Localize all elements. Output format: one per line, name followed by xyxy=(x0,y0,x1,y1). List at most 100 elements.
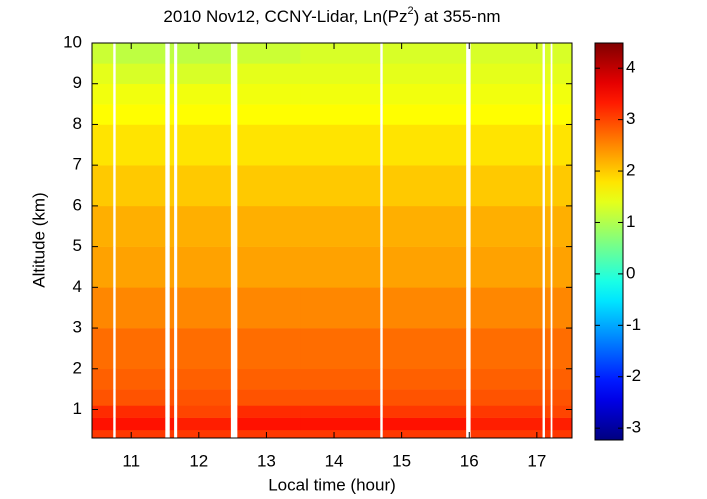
heatmap-cell xyxy=(177,417,231,431)
heatmap-cell xyxy=(169,287,175,329)
title-superscript: 2 xyxy=(408,5,414,17)
heatmap-cell xyxy=(115,368,166,390)
heatmap-cell xyxy=(544,124,551,166)
heatmap-cell xyxy=(237,165,301,207)
heatmap-cell xyxy=(382,63,467,85)
heatmap-cell xyxy=(552,389,573,406)
heatmap-cell xyxy=(552,417,573,431)
heatmap-cell xyxy=(237,63,301,85)
heatmap-cell xyxy=(470,124,543,166)
heatmap-cell xyxy=(300,429,381,439)
chart-title: 2010 Nov12, CCNY-Lidar, Ln(Pz2) at 355-n… xyxy=(163,5,500,27)
heatmap-cell xyxy=(115,287,166,329)
colorbar-tick-label: 3 xyxy=(626,109,635,128)
y-tick-label: 1 xyxy=(73,399,82,418)
heatmap-cell xyxy=(552,328,573,370)
heatmap-cell xyxy=(470,104,543,125)
heatmap-cell xyxy=(382,205,467,247)
heatmap-cell xyxy=(552,124,573,166)
heatmap-cell xyxy=(237,83,301,105)
heatmap-cell xyxy=(177,389,231,406)
heatmap-cell xyxy=(177,205,231,247)
y-tick-label: 3 xyxy=(73,318,82,337)
x-axis-label: Local time (hour) xyxy=(268,475,396,494)
heatmap-cell xyxy=(177,83,231,105)
y-tick-label: 10 xyxy=(63,32,82,51)
heatmap-cell xyxy=(300,165,381,207)
heatmap-cell xyxy=(177,328,231,370)
x-tick-label: 17 xyxy=(527,451,546,470)
heatmap-cell xyxy=(92,205,114,247)
heatmap-cell xyxy=(382,104,467,125)
heatmap-cell xyxy=(544,417,551,431)
heatmap-cell xyxy=(470,368,543,390)
heatmap-cell xyxy=(470,83,543,105)
heatmap-cell xyxy=(237,124,301,166)
heatmap-cell xyxy=(300,368,381,390)
heatmap-cell xyxy=(300,389,381,406)
heatmap-cell xyxy=(382,246,467,288)
heatmap-cell xyxy=(552,246,573,288)
heatmap-cell xyxy=(169,389,175,406)
heatmap-cell xyxy=(382,405,467,418)
y-tick-label: 7 xyxy=(73,155,82,174)
x-tick-label: 16 xyxy=(460,451,479,470)
heatmap-cell xyxy=(552,287,573,329)
heatmap-cell xyxy=(470,287,543,329)
heatmap-cell xyxy=(115,417,166,431)
heatmap-cell xyxy=(169,368,175,390)
heatmap-cell xyxy=(544,63,551,85)
heatmap-cell xyxy=(544,405,551,418)
heatmap-cell xyxy=(169,429,175,439)
heatmap-cell xyxy=(552,368,573,390)
heatmap-cell xyxy=(300,124,381,166)
heatmap-cell xyxy=(92,63,114,85)
heatmap-cell xyxy=(382,389,467,406)
heatmap-cell xyxy=(544,328,551,370)
x-tick-label: 14 xyxy=(325,451,344,470)
heatmap-cell xyxy=(552,104,573,125)
heatmap-cell xyxy=(115,328,166,370)
heatmap-cell xyxy=(552,165,573,207)
colorbar-tick-label: 0 xyxy=(626,263,635,282)
heatmap-cell xyxy=(115,429,166,439)
heatmap-cell xyxy=(470,389,543,406)
heatmap-cell xyxy=(169,165,175,207)
y-tick-label: 9 xyxy=(73,73,82,92)
heatmap-cell xyxy=(115,205,166,247)
heatmap-cell xyxy=(470,205,543,247)
heatmap-cell xyxy=(382,165,467,207)
heatmap-cell xyxy=(552,43,573,64)
heatmap-cell xyxy=(169,405,175,418)
title-main: 2010 Nov12, CCNY-Lidar, Ln(Pz xyxy=(163,7,407,26)
heatmap-cell xyxy=(470,405,543,418)
heatmap-cell xyxy=(544,429,551,439)
heatmap-cell xyxy=(237,429,301,439)
heatmap-cell xyxy=(300,287,381,329)
heatmap-cell xyxy=(92,328,114,370)
heatmap-cell xyxy=(382,429,467,439)
heatmap-cell xyxy=(115,165,166,207)
heatmap-cell xyxy=(382,328,467,370)
y-axis-label: Altitude (km) xyxy=(29,192,48,287)
heatmap-cell xyxy=(470,246,543,288)
heatmap-cell xyxy=(382,83,467,105)
y-tick-label: 4 xyxy=(73,277,82,296)
heatmap-cell xyxy=(300,83,381,105)
heatmap-cell xyxy=(115,83,166,105)
heatmap-cell xyxy=(177,287,231,329)
heatmap-cell xyxy=(544,83,551,105)
heatmap-cell xyxy=(544,287,551,329)
heatmap-cell xyxy=(552,429,573,439)
heatmap-cell xyxy=(92,104,114,125)
heatmap-cell xyxy=(544,104,551,125)
heatmap-cell xyxy=(300,43,381,64)
heatmap-cell xyxy=(169,246,175,288)
colorbar-tick-label: 2 xyxy=(626,161,635,180)
heatmap-cell xyxy=(115,405,166,418)
heatmap-cell xyxy=(544,389,551,406)
heatmap-cell xyxy=(237,389,301,406)
colorbar-tick-label: 1 xyxy=(626,212,635,231)
heatmap-cell xyxy=(115,104,166,125)
